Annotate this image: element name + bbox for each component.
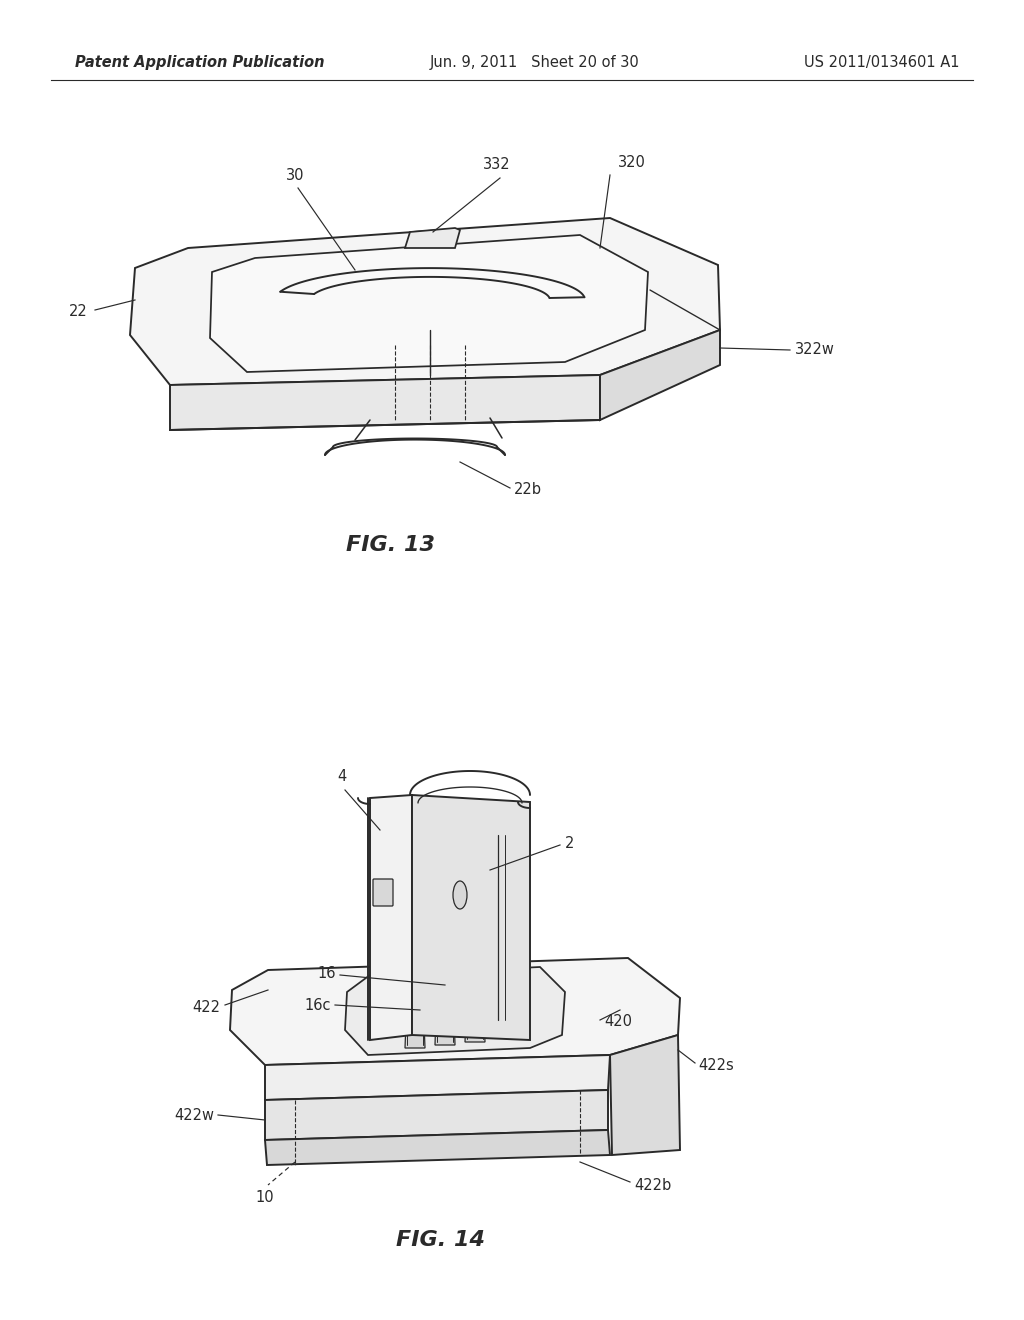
Polygon shape: [406, 997, 425, 1048]
Text: 422: 422: [193, 999, 220, 1015]
Polygon shape: [345, 968, 565, 1055]
Polygon shape: [265, 1090, 608, 1140]
Polygon shape: [230, 958, 680, 1065]
Polygon shape: [610, 1035, 680, 1155]
Polygon shape: [265, 1130, 610, 1166]
Text: 22b: 22b: [514, 483, 542, 498]
Polygon shape: [130, 218, 720, 385]
Text: 10: 10: [256, 1191, 274, 1205]
Ellipse shape: [453, 880, 467, 909]
Text: 322w: 322w: [795, 342, 835, 358]
Polygon shape: [406, 228, 460, 248]
Text: 16c: 16c: [304, 998, 331, 1012]
Text: 422b: 422b: [634, 1177, 672, 1192]
Text: Patent Application Publication: Patent Application Publication: [75, 54, 325, 70]
Text: 4: 4: [337, 770, 347, 784]
Text: Jun. 9, 2011   Sheet 20 of 30: Jun. 9, 2011 Sheet 20 of 30: [430, 54, 640, 70]
Text: 422w: 422w: [174, 1107, 214, 1122]
Text: FIG. 14: FIG. 14: [395, 1230, 484, 1250]
Text: 2: 2: [565, 836, 574, 850]
Text: 320: 320: [618, 154, 646, 170]
Polygon shape: [210, 235, 648, 372]
Text: 332: 332: [483, 157, 511, 172]
Text: FIG. 13: FIG. 13: [345, 535, 434, 554]
Polygon shape: [435, 979, 455, 1045]
Text: 22: 22: [70, 305, 88, 319]
Polygon shape: [265, 1055, 610, 1100]
Text: 420: 420: [604, 1015, 632, 1030]
Text: 422s: 422s: [698, 1057, 734, 1072]
Text: 30: 30: [286, 168, 304, 183]
FancyBboxPatch shape: [373, 879, 393, 906]
Text: 16: 16: [317, 965, 336, 981]
Polygon shape: [600, 330, 720, 420]
Polygon shape: [170, 375, 600, 430]
Polygon shape: [465, 990, 485, 1041]
Text: US 2011/0134601 A1: US 2011/0134601 A1: [805, 54, 961, 70]
Polygon shape: [370, 795, 412, 1040]
Polygon shape: [412, 795, 530, 1040]
